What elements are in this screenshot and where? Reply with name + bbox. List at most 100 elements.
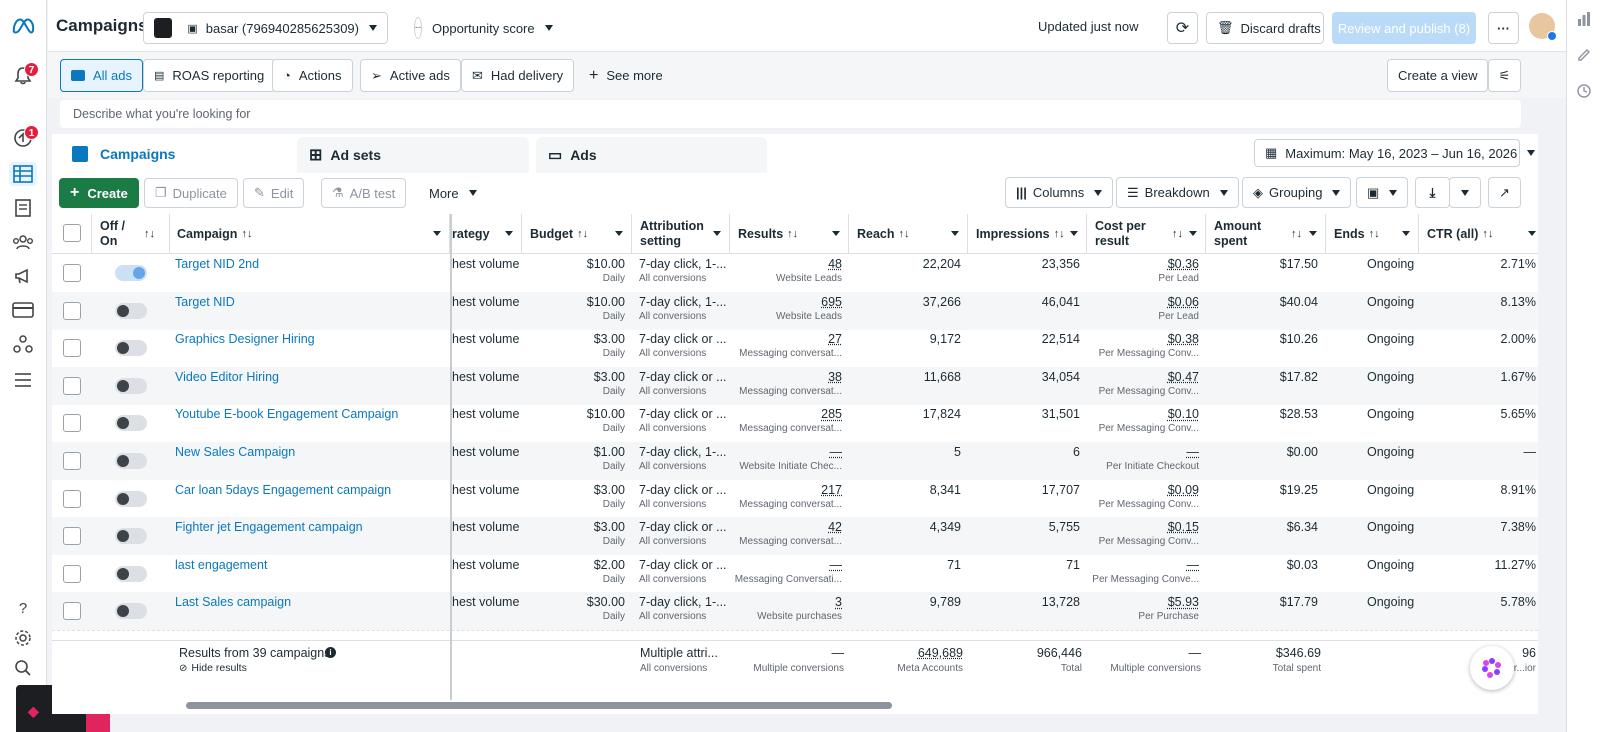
cost-per-result-value[interactable]: $0.10 <box>1167 407 1199 422</box>
campaign-name-link[interactable]: Video Editor Hiring <box>175 369 279 384</box>
table-row[interactable]: Video Editor Hiring hest volume $3.00 Daily… <box>52 366 1538 405</box>
export-button[interactable]: ⤓ <box>1415 177 1450 208</box>
row-checkbox[interactable] <box>63 264 81 282</box>
header-impressions[interactable]: Impressions ↑↓ <box>968 214 1087 254</box>
help-icon[interactable]: ? <box>18 599 28 617</box>
view-actions[interactable]: ◔ Actions <box>272 59 353 92</box>
view-active-ads[interactable]: ➢ Active ads <box>360 59 461 92</box>
search-icon[interactable] <box>11 656 35 680</box>
search-input[interactable]: Describe what you're looking for <box>60 100 1521 128</box>
campaign-name-link[interactable]: Target NID 2nd <box>175 257 260 271</box>
results-value[interactable]: 48 <box>828 257 842 271</box>
table-row[interactable]: Target NID hest volume $10.00 Daily 7-day cl… <box>52 291 1538 330</box>
cost-per-result-value[interactable]: — <box>1186 445 1200 459</box>
export-options-button[interactable] <box>1449 177 1481 208</box>
sort-icon[interactable]: ↑↓ <box>1482 228 1494 240</box>
on-off-toggle[interactable] <box>115 265 147 281</box>
results-value[interactable]: — <box>829 557 843 572</box>
create-button[interactable]: + Create <box>59 178 139 208</box>
header-cost-per-result[interactable]: Cost per result ↑↓ <box>1087 214 1206 254</box>
grouping-button[interactable]: ◈ Grouping <box>1242 177 1352 208</box>
sort-icon[interactable]: ↑↓ <box>787 228 799 240</box>
chevron-down-icon[interactable] <box>1189 231 1197 236</box>
meta-logo-icon[interactable] <box>11 14 35 38</box>
cost-per-result-value[interactable]: $0.38 <box>1167 332 1199 347</box>
see-more-button[interactable]: + See more <box>578 59 674 92</box>
table-row[interactable]: Youtube E-book Engagement Campaign hest v… <box>52 404 1538 442</box>
chevron-down-icon[interactable] <box>615 231 623 236</box>
results-value[interactable]: 3 <box>835 595 842 610</box>
header-campaign[interactable]: Campaign ↑↓ <box>170 214 450 254</box>
edit-button[interactable]: ✎ Edit <box>243 178 305 208</box>
refresh-button[interactable]: ⟳ <box>1167 12 1198 44</box>
campaign-name-link[interactable]: Fighter jet Engagement campaign <box>175 520 363 535</box>
budget-value[interactable]: $3.00 <box>593 369 625 384</box>
opportunity-score-button[interactable]: -- Opportunity score <box>403 12 563 44</box>
more-button[interactable]: More <box>418 178 488 208</box>
charts-button[interactable]: ↗ <box>1488 177 1521 208</box>
on-off-toggle[interactable] <box>115 528 147 545</box>
header-attribution[interactable]: Attribution setting <box>632 214 730 254</box>
chevron-down-icon[interactable] <box>1528 231 1536 236</box>
more-options-button[interactable]: ··· <box>1488 12 1519 44</box>
chevron-down-icon[interactable] <box>433 231 441 236</box>
header-ctr[interactable]: CTR (all) ↑↓ <box>1419 214 1538 254</box>
view-roas-reporting[interactable]: ▤ ROAS reporting <box>143 59 276 92</box>
results-value[interactable]: 42 <box>828 520 842 535</box>
sort-icon[interactable]: ↑↓ <box>1368 228 1380 240</box>
table-row[interactable]: Graphics Designer Hiring hest volume $3.00… <box>52 329 1538 367</box>
budget-value[interactable]: $30.00 <box>586 595 625 610</box>
sort-icon[interactable]: ↑↓ <box>577 228 589 240</box>
hide-results-button[interactable]: ⊘ Hide results <box>179 662 247 674</box>
budget-value[interactable]: $3.00 <box>593 520 625 535</box>
discard-drafts-button[interactable]: 🗑 Discard drafts <box>1206 12 1324 44</box>
chevron-down-icon[interactable] <box>1309 231 1317 236</box>
tab-campaigns[interactable]: Campaigns <box>60 135 290 173</box>
history-clock-icon[interactable] <box>1577 84 1591 101</box>
row-checkbox[interactable] <box>63 452 81 470</box>
results-value[interactable]: — <box>829 445 843 459</box>
sort-icon[interactable]: ↑↓ <box>1053 228 1065 240</box>
info-icon[interactable]: i <box>325 647 336 658</box>
columns-button[interactable]: ||| Columns <box>1005 177 1114 208</box>
sort-icon[interactable]: ↑↓ <box>144 228 155 240</box>
budget-value[interactable]: $3.00 <box>593 482 625 497</box>
row-checkbox[interactable] <box>63 301 81 320</box>
campaign-name-link[interactable]: Youtube E-book Engagement Campaign <box>175 407 399 422</box>
row-checkbox[interactable] <box>63 376 81 395</box>
review-publish-button[interactable]: Review and publish (8) <box>1332 12 1476 44</box>
on-off-toggle[interactable] <box>115 340 147 357</box>
header-amount-spent[interactable]: Amount spent ↑↓ <box>1206 214 1326 254</box>
budget-value[interactable]: $10.00 <box>586 257 625 271</box>
ab-test-button[interactable]: ⚗ A/B test <box>321 178 407 208</box>
results-value[interactable]: 695 <box>821 294 842 309</box>
tab-adsets[interactable]: ⊞ Ad sets <box>297 137 529 173</box>
sort-icon[interactable]: ↑↓ <box>1291 228 1302 240</box>
cost-per-result-value[interactable]: — <box>1186 557 1200 572</box>
cost-per-result-value[interactable]: $0.15 <box>1167 520 1199 535</box>
row-checkbox[interactable] <box>63 339 81 358</box>
sort-icon[interactable]: ↑↓ <box>1172 228 1183 240</box>
pencil-icon[interactable] <box>1577 48 1591 65</box>
header-bid-strategy[interactable]: rategy <box>452 214 522 254</box>
on-off-toggle[interactable] <box>115 565 147 582</box>
table-row[interactable]: New Sales Campaign hest volume $1.00 Daily 7… <box>52 442 1538 480</box>
table-row[interactable]: last engagement hest volume $2.00 Daily 7-da… <box>52 555 1538 593</box>
cost-per-result-value[interactable]: $0.36 <box>1167 257 1199 271</box>
table-row[interactable]: Target NID 2nd hest volume $10.00 Daily 7-da… <box>52 254 1538 292</box>
account-selector[interactable]: ▣ basar (796940285625309) <box>143 12 388 44</box>
table-row[interactable]: Fighter jet Engagement campaign hest volu… <box>52 517 1538 556</box>
budget-value[interactable]: $2.00 <box>593 557 625 572</box>
sort-icon[interactable]: ↑↓ <box>241 228 253 240</box>
on-off-toggle[interactable] <box>115 490 147 507</box>
chevron-down-icon[interactable] <box>713 231 721 236</box>
horizontal-scrollbar[interactable] <box>186 702 892 709</box>
row-checkbox[interactable] <box>63 414 81 433</box>
cost-per-result-value[interactable]: $0.09 <box>1167 482 1199 497</box>
duplicate-button[interactable]: ❐ Duplicate <box>144 178 238 208</box>
view-had-delivery[interactable]: ✉ Had delivery <box>461 59 575 92</box>
on-off-toggle[interactable] <box>115 415 147 432</box>
campaign-name-link[interactable]: Last Sales campaign <box>175 595 292 610</box>
table-row[interactable]: Car loan 5days Engagement campaign hest v… <box>52 480 1538 518</box>
campaign-name-link[interactable]: New Sales Campaign <box>175 445 296 459</box>
